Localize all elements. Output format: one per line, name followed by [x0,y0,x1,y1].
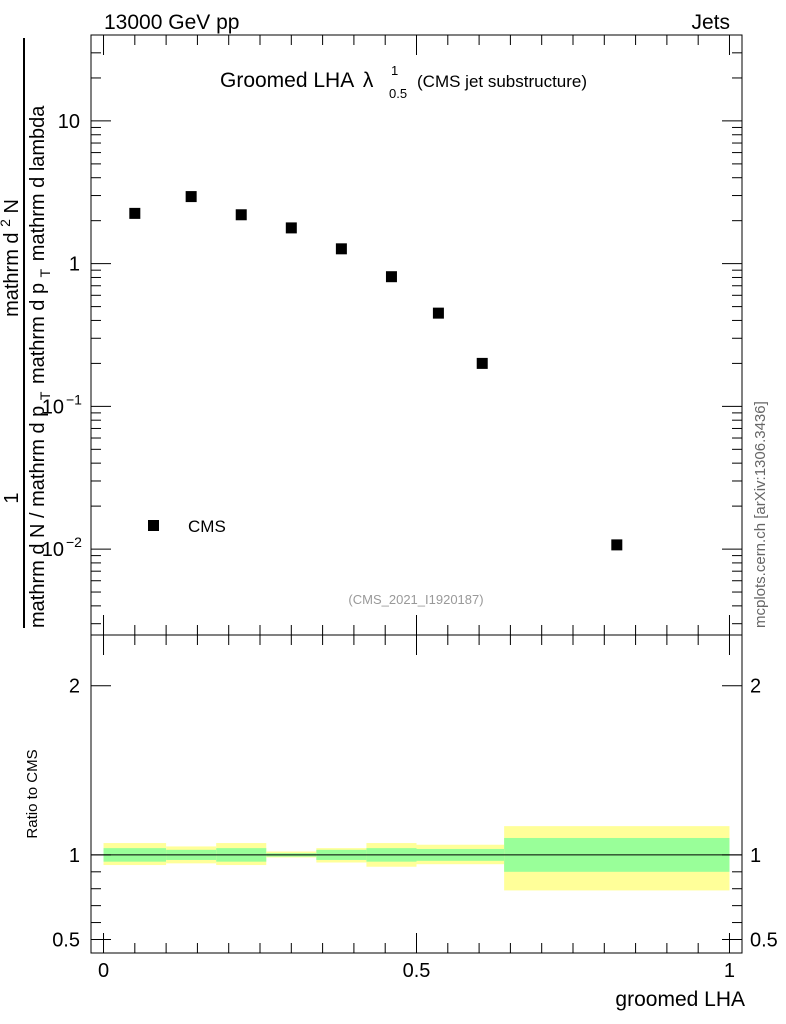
ratio-plot-frame [90,634,743,954]
plot-title-main: Groomed LHA [220,69,354,92]
main-plot-points [129,191,623,551]
plot-title: Groomed LHA λ [220,69,374,92]
data-point-cms [285,222,297,234]
data-point-cms [432,307,444,319]
ylabel-denominator-a-sub: T [37,391,53,400]
data-point-cms [611,539,623,551]
data-point-cms [385,271,397,283]
header-left: 13000 GeV pp [104,11,239,34]
plot-title-symbol: λ [363,69,374,92]
ratio-ytick-label-left: 2 [69,676,80,698]
side-label: mcplots.cern.ch [arXiv:1306.3436] [752,401,769,628]
ylabel-frac-numer-text: mathrm d [1,232,23,316]
plot-title-suffix: (CMS jet substructure) [417,72,587,91]
ratio-bands [103,826,730,891]
ratio-plot: 0.5 0.5 1 1 2 2 0 0.5 1 Ratio to CMS groomed LHA [24,634,778,1011]
legend-marker [148,520,159,531]
header-right: Jets [691,11,730,34]
ratio-xtick-label: 1 [724,960,735,982]
ratio-ytick-label-right: 0.5 [750,929,778,951]
ylabel-denominator-c-sub: T [37,268,53,277]
ylabel-frac-numer-rest: N [1,199,23,213]
ratio-plot-ticks: 0.5 0.5 1 1 2 2 0 0.5 1 [52,635,778,982]
plot-title-sub: 0.5 [389,86,407,101]
analysis-id: (CMS_2021_I1920187) [348,592,483,607]
data-point-cms [129,207,141,219]
ratio-ytick-label-right: 2 [750,676,761,698]
plot-title-sup: 1 [391,63,398,78]
ylabel-denominator-a: mathrm d N / mathrm d p [27,406,49,628]
ratio-ytick-label-left: 0.5 [52,929,80,951]
data-point-cms [476,357,488,369]
main-ytick-label: 10 [58,111,80,133]
ratio-xtick-label: 0.5 [403,960,431,982]
legend-label: CMS [188,517,226,536]
ylabel-frac-numer-sup: 2 [0,219,13,227]
main-ylabel: 1 mathrm d N / mathrm d p T mathrm d p T… [0,38,55,628]
main-ytick-exponent: −1 [66,391,82,407]
main-ytick-label: 10 [42,539,64,561]
main-plot-frame [90,34,743,636]
ylabel-frac-numer: mathrm d 2 N [0,199,23,317]
ratio-ylabel: Ratio to CMS [24,749,41,838]
ylabel-numerator: 1 [1,492,23,503]
ratio-ytick-label-left: 1 [69,845,80,867]
ylabel-denominator: mathrm d N / mathrm d p T mathrm d p T m… [27,105,55,628]
data-point-cms [335,243,347,255]
ratio-ytick-label-right: 1 [750,845,761,867]
ratio-xtick-label: 0 [98,960,109,982]
data-point-cms [185,191,197,203]
data-point-cms [235,209,247,221]
ylabel-denominator-c-rest: mathrm d lambda [27,105,49,261]
main-ytick-exponent: −2 [66,534,82,550]
xlabel: groomed LHA [615,988,745,1011]
ylabel-denominator-c: mathrm d p [27,283,49,384]
main-ytick-label: 10 [42,396,64,418]
main-ytick-label: 1 [69,254,80,276]
